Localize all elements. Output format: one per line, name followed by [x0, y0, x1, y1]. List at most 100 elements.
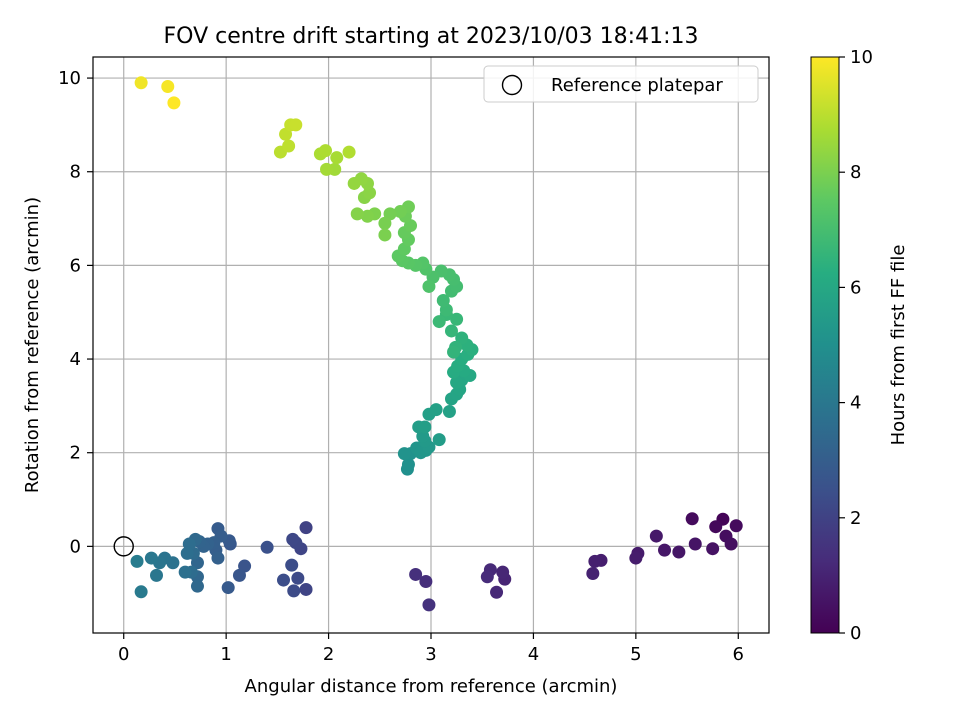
data-point [436, 294, 450, 308]
data-point [586, 567, 600, 581]
data-point [442, 404, 456, 418]
data-point [167, 96, 181, 110]
data-point [287, 584, 301, 598]
data-point [490, 585, 504, 599]
legend-entry-reference-platepar: Reference platepar [551, 75, 723, 96]
colorbar-tick-label: 6 [850, 277, 861, 298]
legend-reference-circle-icon [501, 74, 523, 96]
data-point [378, 228, 392, 242]
x-tick-label: 6 [733, 644, 744, 665]
data-point [299, 582, 313, 596]
data-point [130, 554, 144, 568]
data-point [342, 145, 356, 159]
data-point [347, 176, 361, 190]
data-point [350, 207, 364, 221]
data-point [729, 519, 743, 533]
data-point [649, 529, 663, 543]
data-point [277, 573, 291, 587]
data-point [419, 574, 433, 588]
data-point [401, 457, 415, 471]
data-point [450, 312, 464, 326]
data-point [418, 420, 432, 434]
data-point [496, 565, 510, 579]
data-point [629, 551, 643, 565]
data-point [450, 375, 464, 389]
colorbar [810, 56, 840, 634]
data-point [685, 512, 699, 526]
data-point [432, 315, 446, 329]
data-point [282, 139, 296, 153]
data-point [190, 579, 204, 593]
colorbar-tick-label: 0 [850, 623, 861, 644]
y-axis-label: Rotation from reference (arcmin) [22, 197, 43, 493]
x-axis-label: Angular distance from reference (arcmin) [245, 676, 618, 697]
data-point [429, 403, 443, 417]
data-point [319, 144, 333, 158]
chart-title: FOV centre drift starting at 2023/10/03 … [164, 24, 699, 49]
data-point [724, 537, 738, 551]
legend: Reference platepar [483, 65, 759, 103]
data-point [688, 537, 702, 551]
data-point [422, 279, 436, 293]
data-point [180, 546, 194, 560]
y-tick-label: 10 [58, 68, 81, 89]
colorbar-tick-label: 10 [850, 47, 873, 68]
colorbar-tick-label: 8 [850, 162, 861, 183]
data-point [360, 209, 374, 223]
data-point [432, 433, 446, 447]
scatter-points [130, 76, 743, 612]
y-tick-label: 4 [70, 349, 81, 370]
data-point [393, 205, 407, 219]
data-point [285, 558, 299, 572]
y-tick-label: 8 [70, 162, 81, 183]
colorbar-label: Hours from first FF file [888, 245, 909, 446]
data-point [444, 324, 458, 338]
reference-marker-group [113, 536, 134, 557]
x-tick-label: 2 [323, 644, 334, 665]
data-point [260, 540, 274, 554]
data-point [144, 551, 158, 565]
data-point [286, 532, 300, 546]
data-point [397, 447, 411, 461]
x-tick-label: 4 [528, 644, 539, 665]
data-point [447, 345, 461, 359]
data-point [588, 554, 602, 568]
data-point [134, 76, 148, 90]
data-point [378, 216, 392, 230]
x-axis-ticks: 0 1 2 3 4 5 6 [118, 633, 744, 665]
colorbar-ticks: 0 2 4 6 8 10 [839, 47, 873, 644]
y-axis-ticks: 0 2 4 6 8 10 [58, 68, 93, 557]
data-point [289, 118, 303, 132]
data-point [709, 520, 723, 534]
data-point [291, 571, 305, 585]
data-point [211, 551, 225, 565]
y-tick-label: 0 [70, 536, 81, 557]
data-point [480, 570, 494, 584]
colorbar-tick-label: 2 [850, 508, 861, 529]
legend-box [483, 65, 759, 103]
data-point [134, 585, 148, 599]
data-point [299, 521, 313, 535]
colorbar-tick-label: 4 [850, 393, 861, 414]
data-point [221, 581, 235, 595]
data-point [232, 568, 246, 582]
y-tick-label: 2 [70, 443, 81, 464]
data-point [330, 151, 344, 165]
x-tick-label: 3 [425, 644, 436, 665]
x-tick-label: 1 [220, 644, 231, 665]
data-point [422, 598, 436, 612]
data-point [150, 568, 164, 582]
data-point [320, 162, 334, 176]
data-point [672, 545, 686, 559]
x-tick-label: 5 [630, 644, 641, 665]
reference-platepar-marker [113, 536, 134, 557]
y-tick-label: 6 [70, 255, 81, 276]
data-point [455, 331, 469, 345]
data-point [658, 543, 672, 557]
data-point [706, 542, 720, 556]
data-point [409, 567, 423, 581]
data-point [178, 565, 192, 579]
data-point [161, 80, 175, 94]
x-tick-label: 0 [118, 644, 129, 665]
